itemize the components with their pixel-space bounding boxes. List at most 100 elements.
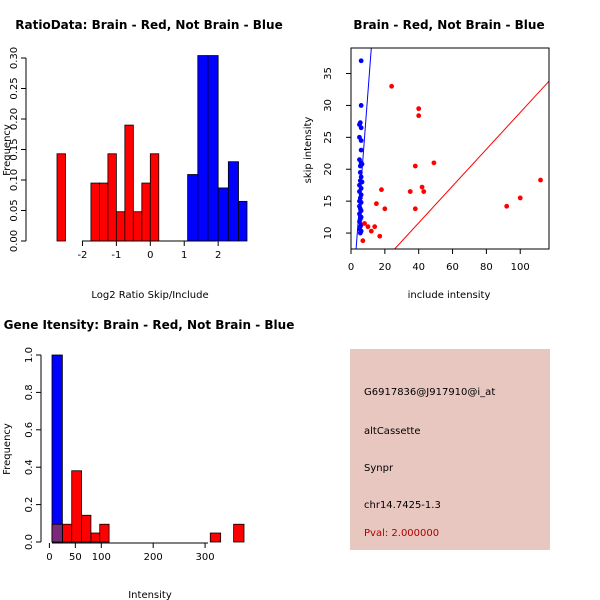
brain-point-4 bbox=[372, 224, 378, 230]
brain-point-3 bbox=[368, 228, 374, 234]
y-tick-label: 15 bbox=[323, 195, 334, 208]
y-tick-label: 10 bbox=[323, 227, 334, 240]
x-tick-label: 2 bbox=[215, 250, 221, 261]
y-tick-label: 0.25 bbox=[9, 77, 20, 99]
brain-bar-6 bbox=[132, 211, 143, 242]
intensity-histogram: Gene Itensity: Brain - Red, Not Brain - … bbox=[2, 318, 294, 600]
brain-point-19 bbox=[517, 195, 523, 201]
x-tick-label: 80 bbox=[480, 262, 493, 273]
y-tick-label: 0.30 bbox=[9, 47, 20, 69]
brain-point-2 bbox=[365, 224, 371, 230]
chrom-location: chr14.7425-1.3 bbox=[364, 500, 441, 511]
x-tick-label: -1 bbox=[111, 250, 121, 261]
x-tick-label: 40 bbox=[412, 262, 425, 273]
brain-point-15 bbox=[419, 184, 425, 190]
not-brain-bar-4 bbox=[227, 161, 239, 242]
brain-bar-7 bbox=[141, 182, 151, 242]
not-brain-bar-1 bbox=[197, 55, 209, 242]
intensity-title: Gene Itensity: Brain - Red, Not Brain - … bbox=[4, 318, 295, 332]
gene-name: Synpr bbox=[364, 463, 394, 474]
brain-bar-8 bbox=[149, 153, 160, 242]
brain-bar-7 bbox=[233, 523, 245, 543]
x-tick-label: -2 bbox=[77, 250, 87, 261]
brain-point-9 bbox=[389, 83, 395, 89]
brain-bar-4 bbox=[90, 532, 101, 543]
not-brain-bar-3 bbox=[217, 187, 229, 242]
brain-bar-3 bbox=[81, 514, 92, 543]
not-brain-point-22 bbox=[358, 200, 364, 205]
brain-bar-5 bbox=[124, 124, 134, 242]
y-tick-label: 0.10 bbox=[9, 169, 20, 191]
info-panel: G6917836@J917910@i_at altCassette Synpr … bbox=[350, 349, 550, 550]
not-brain-point-6 bbox=[358, 138, 364, 143]
x-tick-label: 1 bbox=[181, 250, 187, 261]
y-tick-label: 35 bbox=[323, 67, 334, 80]
y-tick-label: 0.15 bbox=[9, 138, 20, 160]
not-brain-bar-2 bbox=[207, 55, 219, 242]
brain-bar-1 bbox=[61, 523, 73, 543]
y-tick-label: 0.6 bbox=[24, 422, 35, 438]
brain-point-6 bbox=[377, 233, 383, 239]
ratio-title: RatioData: Brain - Red, Not Brain - Blue bbox=[15, 18, 282, 32]
y-tick-label: 25 bbox=[323, 131, 334, 144]
intensity-ylabel: Frequency bbox=[2, 423, 13, 475]
brain-fit-line bbox=[394, 80, 549, 249]
not-brain-point-7 bbox=[358, 147, 364, 153]
brain-point-16 bbox=[421, 189, 427, 194]
y-tick-label: 20 bbox=[323, 163, 334, 176]
brain-point-12 bbox=[412, 206, 418, 212]
brain-bar-1 bbox=[90, 182, 100, 242]
not-brain-point-4 bbox=[358, 125, 364, 131]
scatter-title: Brain - Red, Not Brain - Blue bbox=[353, 18, 544, 32]
intensity-xlabel: Intensity bbox=[128, 590, 172, 600]
scatter-ylabel: skip intensity bbox=[303, 117, 314, 184]
brain-point-17 bbox=[431, 160, 437, 166]
event-type: altCassette bbox=[364, 426, 421, 437]
y-tick-label: 30 bbox=[323, 99, 334, 112]
brain-bar-4 bbox=[115, 211, 126, 242]
x-tick-label: 20 bbox=[378, 262, 391, 273]
brain-bar-2 bbox=[71, 470, 82, 543]
y-tick-label: 0.05 bbox=[9, 199, 20, 221]
ratio-histogram: RatioData: Brain - Red, Not Brain - Blue… bbox=[2, 18, 283, 301]
x-tick-label: 0 bbox=[348, 262, 354, 273]
not-brain-point-11 bbox=[359, 161, 365, 167]
ratio-ylabel: Frequency bbox=[2, 124, 13, 176]
y-tick-label: 0.0 bbox=[24, 534, 35, 550]
brain-point-5 bbox=[373, 201, 379, 207]
y-tick-label: 0.4 bbox=[24, 459, 35, 475]
scatter-plot-area bbox=[355, 48, 549, 249]
not-brain-point-34 bbox=[357, 230, 363, 236]
scatter-xlabel: include intensity bbox=[408, 290, 491, 301]
overlap-bar bbox=[51, 523, 63, 543]
brain-point-13 bbox=[416, 106, 422, 112]
scatter-box bbox=[350, 47, 550, 250]
brain-point-11 bbox=[412, 163, 418, 169]
brain-bar-5 bbox=[99, 523, 110, 543]
x-tick-label: 100 bbox=[92, 552, 111, 563]
x-tick-label: 60 bbox=[446, 262, 459, 273]
not-brain-bar-0 bbox=[187, 174, 199, 242]
intensity-scatter: Brain - Red, Not Brain - Blue 0 20 40 60 80 1… bbox=[303, 18, 550, 301]
y-tick-label: 0.2 bbox=[24, 497, 35, 513]
not-brain-point-0 bbox=[358, 58, 364, 64]
not-brain-point-1 bbox=[358, 103, 364, 108]
brain-point-20 bbox=[538, 177, 543, 183]
brain-bar-2 bbox=[99, 182, 109, 242]
brain-bar-3 bbox=[107, 153, 117, 242]
y-tick-label: 0.20 bbox=[9, 108, 20, 130]
brain-bar-6 bbox=[209, 532, 222, 543]
y-tick-label: 0.8 bbox=[24, 384, 35, 400]
not-brain-bar-5 bbox=[238, 200, 248, 242]
not-brain-point-13 bbox=[358, 174, 364, 180]
brain-point-1 bbox=[362, 221, 367, 226]
pval-text: Pval: 2.000000 bbox=[364, 528, 439, 539]
info-background bbox=[350, 349, 550, 550]
x-tick-label: 200 bbox=[144, 552, 163, 563]
brain-point-14 bbox=[416, 113, 422, 119]
brain-point-18 bbox=[504, 203, 510, 209]
ratio-xlabel: Log2 Ratio Skip/Include bbox=[91, 290, 208, 301]
not-brain-bar-0 bbox=[51, 354, 63, 543]
brain-point-8 bbox=[382, 206, 388, 212]
